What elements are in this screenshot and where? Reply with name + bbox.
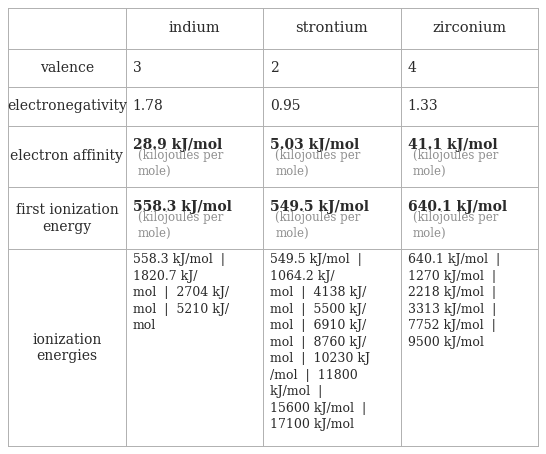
Text: 1.33: 1.33: [408, 99, 438, 114]
Text: electronegativity: electronegativity: [7, 99, 127, 114]
Text: 640.1 kJ/mol  |
1270 kJ/mol  |
2218 kJ/mol  |
3313 kJ/mol  |
7752 kJ/mol  |
9500: 640.1 kJ/mol | 1270 kJ/mol | 2218 kJ/mol…: [408, 253, 500, 349]
Text: 5.03 kJ/mol: 5.03 kJ/mol: [270, 138, 359, 152]
Text: ionization
energies: ionization energies: [32, 333, 102, 363]
Text: 0.95: 0.95: [270, 99, 301, 114]
Text: 549.5 kJ/mol: 549.5 kJ/mol: [270, 200, 369, 214]
Text: first ionization
energy: first ionization energy: [15, 203, 118, 233]
Text: strontium: strontium: [295, 21, 368, 35]
Text: 549.5 kJ/mol  |
1064.2 kJ/
mol  |  4138 kJ/
mol  |  5500 kJ/
mol  |  6910 kJ/
mo: 549.5 kJ/mol | 1064.2 kJ/ mol | 4138 kJ/…: [270, 253, 370, 431]
Text: indium: indium: [169, 21, 220, 35]
Text: 3: 3: [133, 61, 141, 75]
Text: 2: 2: [270, 61, 279, 75]
Text: 41.1 kJ/mol: 41.1 kJ/mol: [408, 138, 497, 152]
Text: (kilojoules per
mole): (kilojoules per mole): [138, 149, 223, 178]
Text: (kilojoules per
mole): (kilojoules per mole): [275, 149, 360, 178]
Text: (kilojoules per
mole): (kilojoules per mole): [413, 211, 498, 240]
Text: (kilojoules per
mole): (kilojoules per mole): [275, 211, 360, 240]
Text: 558.3 kJ/mol  |
1820.7 kJ/
mol  |  2704 kJ/
mol  |  5210 kJ/
mol: 558.3 kJ/mol | 1820.7 kJ/ mol | 2704 kJ/…: [133, 253, 229, 332]
Text: 4: 4: [408, 61, 417, 75]
Text: (kilojoules per
mole): (kilojoules per mole): [138, 211, 223, 240]
Text: electron affinity: electron affinity: [10, 149, 123, 163]
Text: 1.78: 1.78: [133, 99, 164, 114]
Text: 28.9 kJ/mol: 28.9 kJ/mol: [133, 138, 222, 152]
Text: 558.3 kJ/mol: 558.3 kJ/mol: [133, 200, 232, 214]
Text: valence: valence: [40, 61, 94, 75]
Text: 640.1 kJ/mol: 640.1 kJ/mol: [408, 200, 507, 214]
Text: (kilojoules per
mole): (kilojoules per mole): [413, 149, 498, 178]
Text: zirconium: zirconium: [432, 21, 506, 35]
